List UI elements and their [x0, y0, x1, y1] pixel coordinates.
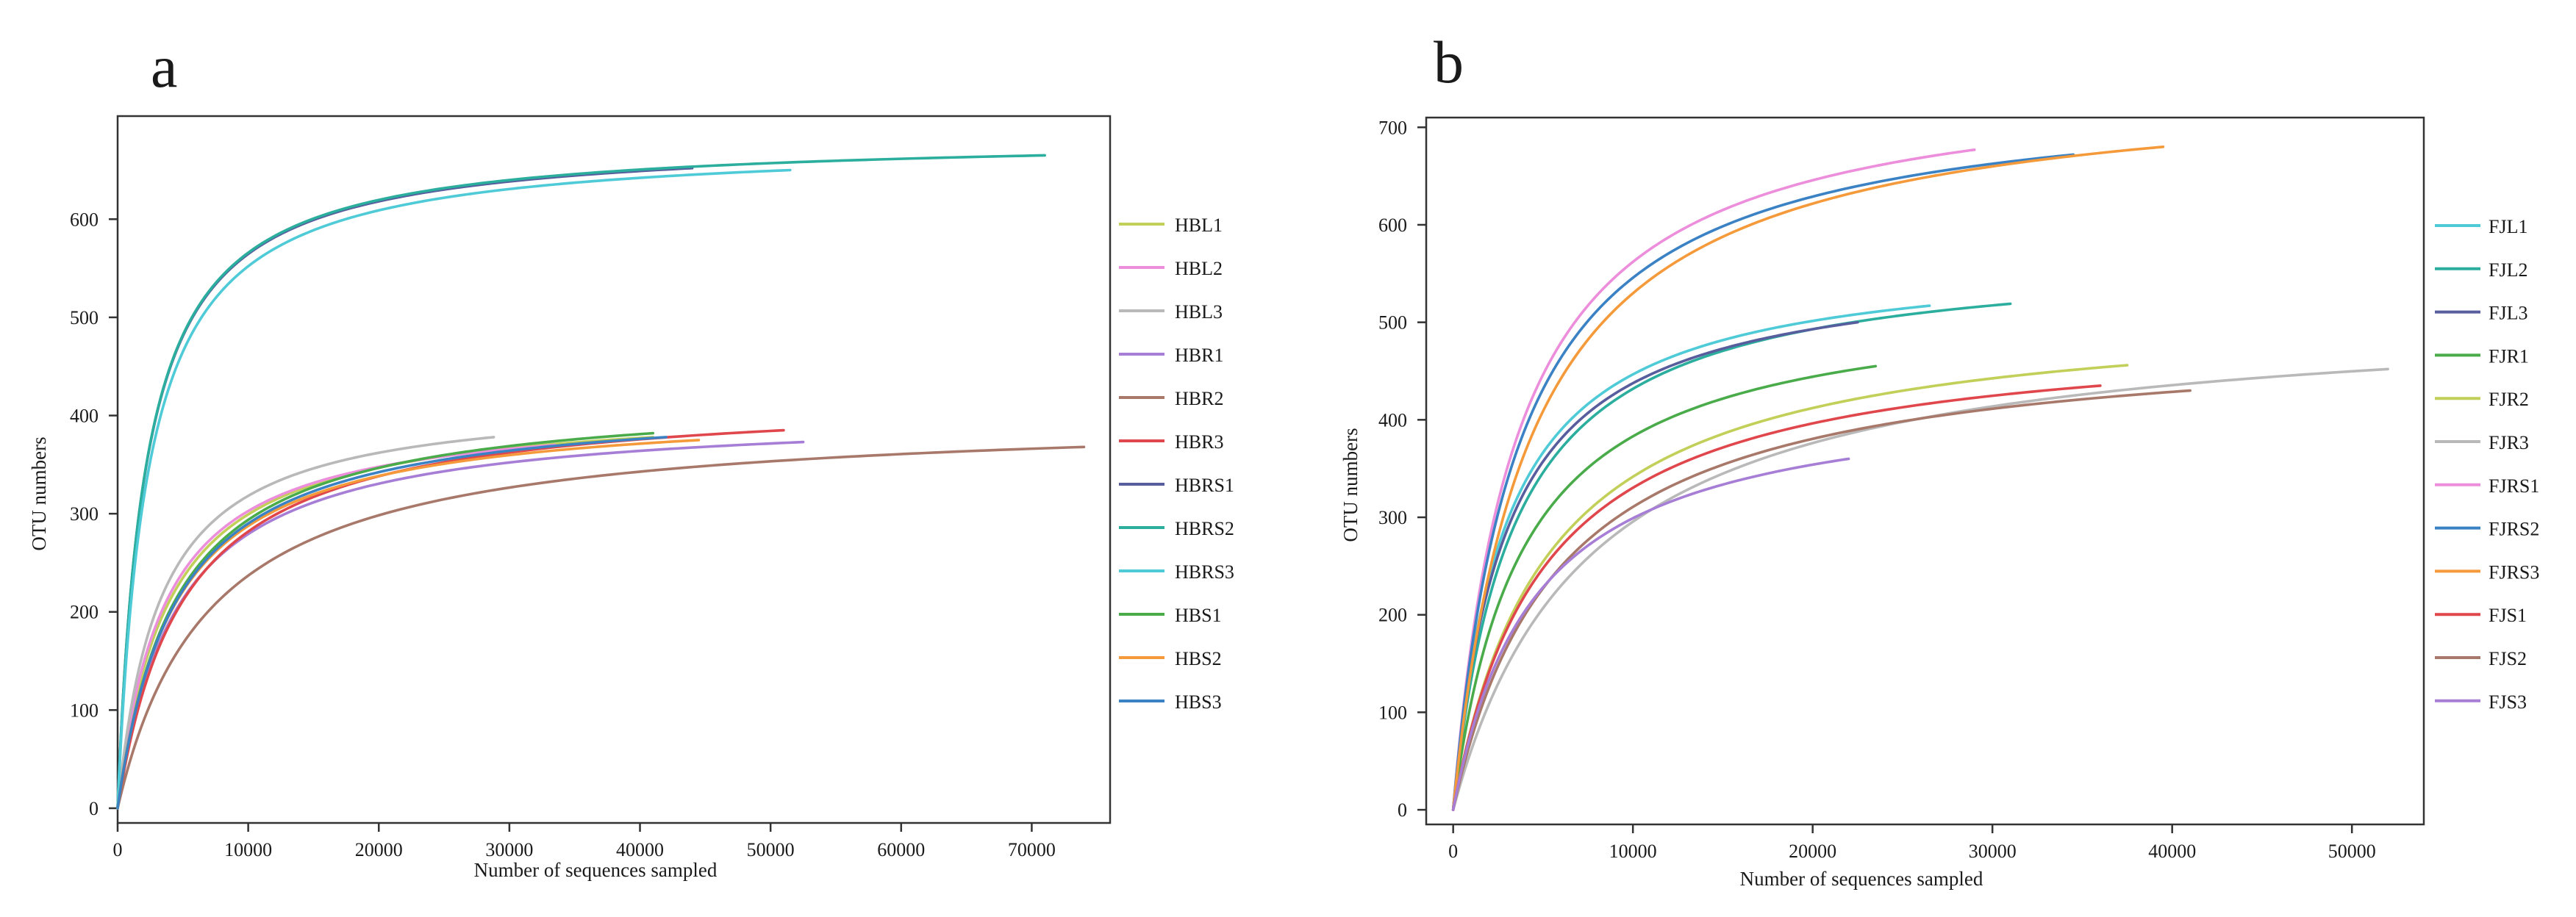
series-line-hbr3 — [116, 428, 785, 810]
legend-label-fjs1: FJS1 — [2489, 605, 2527, 626]
panel-b: b 0 10000 20000 30000 40000 50000 0 100 200 300 4… — [1339, 29, 2539, 890]
x-tick-label: 50000 — [747, 839, 795, 860]
legend-label-hbr3: HBR3 — [1175, 431, 1223, 453]
series-line-fjrs2 — [1451, 153, 2075, 811]
y-tick-label: 300 — [1378, 507, 1407, 528]
panel-a-y-tick-labels: 0 100 200 300 400 500 600 — [70, 209, 99, 819]
legend-label-hbs3: HBS3 — [1175, 691, 1222, 713]
series-line-fjs2 — [1451, 389, 2192, 811]
x-tick-label: 50000 — [2328, 841, 2376, 862]
series-line-hbs2 — [116, 439, 701, 810]
x-tick-label: 40000 — [616, 839, 664, 860]
panel-b-x-tick-labels: 0 10000 20000 30000 40000 50000 — [1448, 841, 2376, 862]
series-line-fjl2 — [1451, 302, 2012, 811]
series-line-fjs1 — [1451, 384, 2102, 811]
series-line-hbs1 — [116, 431, 655, 810]
series-line-fjl1 — [1451, 304, 1931, 811]
legend-label-hbr2: HBR2 — [1175, 388, 1223, 409]
legend-label-fjs3: FJS3 — [2489, 691, 2527, 713]
panel-a-axis-ticks — [109, 218, 1033, 832]
series-line-hbrs1 — [116, 167, 694, 810]
panel-a-letter: a — [151, 33, 177, 100]
x-tick-label: 0 — [113, 839, 123, 860]
legend-label-hbl3: HBL3 — [1175, 301, 1223, 323]
series-line-hbrs3 — [116, 168, 792, 810]
legend-label-hbrs3: HBRS3 — [1175, 561, 1234, 583]
x-tick-label: 10000 — [1609, 841, 1657, 862]
legend-label-fjl1: FJL1 — [2489, 216, 2527, 237]
y-tick-label: 200 — [1378, 605, 1407, 626]
x-tick-label: 60000 — [877, 839, 925, 860]
panel-b-letter: b — [1434, 29, 1464, 96]
panel-b-axis-ticks — [1417, 126, 2353, 833]
y-tick-label: 400 — [70, 406, 99, 427]
legend-label-fjr1: FJR1 — [2489, 345, 2529, 367]
panel-b-curves — [1451, 145, 2389, 811]
legend-label-hbl2: HBL2 — [1175, 258, 1223, 279]
y-tick-label: 600 — [1378, 215, 1407, 236]
panel-b-legend: FJL1 FJL2 FJL3 FJR1 FJR2 FJR3 FJRS1 FJRS2 FJRS3 F… — [2435, 216, 2539, 713]
x-tick-label: 10000 — [224, 839, 272, 860]
x-tick-label: 0 — [1448, 841, 1458, 862]
legend-label-hbrs1: HBRS1 — [1175, 475, 1234, 496]
legend-label-hbr1: HBR1 — [1175, 345, 1223, 366]
y-tick-label: 100 — [1378, 702, 1407, 723]
legend-label-fjl3: FJL3 — [2489, 303, 2527, 324]
panel-a-y-axis-title: OTU numbers — [28, 436, 50, 550]
series-line-hbl2 — [116, 443, 557, 810]
legend-label-hbrs2: HBRS2 — [1175, 518, 1234, 539]
x-tick-label: 30000 — [1969, 841, 2017, 862]
y-tick-label: 500 — [70, 307, 99, 328]
series-line-hbr2 — [116, 445, 1086, 810]
legend-label-hbs1: HBS1 — [1175, 605, 1222, 626]
y-tick-label: 100 — [70, 700, 99, 721]
panel-a-curves — [116, 154, 1086, 810]
legend-label-fjrs1: FJRS1 — [2489, 475, 2539, 497]
series-line-fjs3 — [1451, 457, 1850, 811]
x-tick-label: 70000 — [1008, 839, 1056, 860]
panel-b-plot-frame — [1425, 116, 2425, 826]
y-tick-label: 400 — [1378, 409, 1407, 431]
panel-a-legend: HBL1 HBL2 HBL3 HBR1 HBR2 HBR3 HBRS1 HBRS2 HBRS3 H… — [1119, 215, 1234, 713]
y-tick-label: 500 — [1378, 312, 1407, 334]
panel-b-y-axis-title: OTU numbers — [1339, 428, 1362, 542]
x-tick-label: 30000 — [485, 839, 533, 860]
series-line-fjrs3 — [1451, 145, 2165, 811]
legend-label-hbl1: HBL1 — [1175, 215, 1223, 236]
legend-label-fjl2: FJL2 — [2489, 259, 2527, 281]
panel-b-y-tick-labels: 0 100 200 300 400 500 600 700 — [1378, 117, 1407, 821]
y-tick-label: 0 — [89, 798, 99, 819]
panel-a: a 0 10000 20000 30000 40000 50000 60000 70000 0… — [28, 33, 1234, 881]
panel-a-x-tick-labels: 0 10000 20000 30000 40000 50000 60000 70000 — [113, 839, 1056, 860]
legend-label-fjs2: FJS2 — [2489, 648, 2527, 669]
x-tick-label: 20000 — [355, 839, 403, 860]
legend-label-hbs2: HBS2 — [1175, 648, 1222, 669]
series-line-hbs3 — [116, 436, 668, 810]
panel-a-x-axis-title: Number of sequences sampled — [474, 859, 718, 881]
x-tick-label: 40000 — [2148, 841, 2196, 862]
series-line-hbl3 — [116, 436, 495, 810]
series-line-fjr3 — [1451, 367, 2389, 811]
series-line-hbrs2 — [116, 154, 1046, 810]
legend-label-fjr3: FJR3 — [2489, 432, 2529, 453]
y-tick-label: 300 — [70, 503, 99, 525]
y-tick-label: 700 — [1378, 117, 1407, 138]
legend-label-fjr2: FJR2 — [2489, 389, 2529, 410]
legend-label-fjrs3: FJRS3 — [2489, 561, 2539, 583]
panel-b-x-axis-title: Number of sequences sampled — [1740, 868, 1983, 890]
legend-label-fjrs2: FJRS2 — [2489, 519, 2539, 540]
series-line-fjr1 — [1451, 364, 1878, 811]
y-tick-label: 200 — [70, 602, 99, 623]
y-tick-label: 600 — [70, 209, 99, 230]
series-line-fjr2 — [1451, 364, 2129, 811]
x-tick-label: 20000 — [1789, 841, 1836, 862]
y-tick-label: 0 — [1398, 799, 1407, 821]
panel-a-plot-frame — [116, 115, 1112, 824]
